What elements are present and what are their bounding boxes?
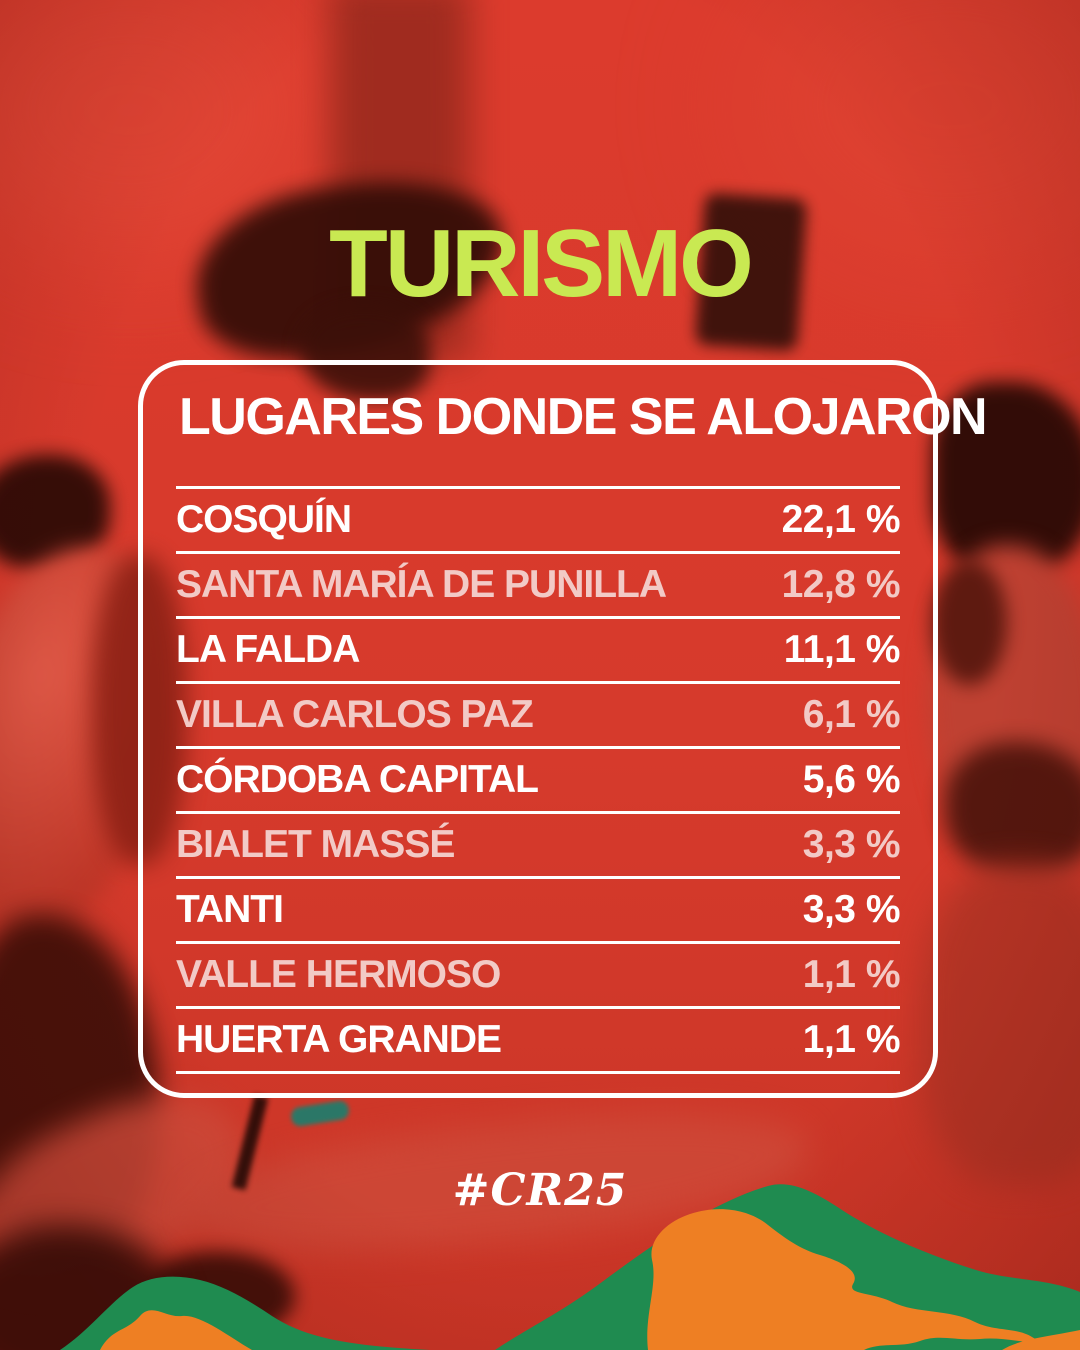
place-percent: 1,1 %	[802, 1018, 901, 1061]
table-row: LA FALDA 11,1 %	[176, 616, 901, 681]
place-name: SANTA MARÍA DE PUNILLA	[176, 563, 667, 606]
man-hair-silhouette	[932, 382, 1080, 577]
table-row: VALLE HERMOSO 1,1 %	[176, 941, 901, 1006]
place-percent: 1,1 %	[802, 953, 901, 996]
mountains-illustration	[60, 1184, 1080, 1350]
table-row: VILLA CARLOS PAZ 6,1 %	[176, 681, 901, 746]
tattoo-arm-silhouette	[945, 742, 1080, 877]
place-percent: 12,8 %	[781, 563, 901, 606]
hashtag-logo: #CR25	[452, 1165, 628, 1216]
table-row: BIALET MASSÉ 3,3 %	[176, 811, 901, 876]
place-name: LA FALDA	[176, 628, 360, 671]
shoulder-silhouette	[920, 865, 1080, 1185]
place-percent: 22,1 %	[781, 498, 901, 541]
table-row: HUERTA GRANDE 1,1 %	[176, 1006, 901, 1071]
place-percent: 3,3 %	[802, 823, 901, 866]
place-name: BIALET MASSÉ	[176, 823, 455, 866]
place-name: CÓRDOBA CAPITAL	[176, 758, 539, 801]
table-row: SANTA MARÍA DE PUNILLA 12,8 %	[176, 551, 901, 616]
lodging-places-card: LUGARES DONDE SE ALOJARON COSQUÍN 22,1 %…	[138, 360, 988, 1098]
place-name: HUERTA GRANDE	[176, 1018, 502, 1061]
table-row: COSQUÍN 22,1 %	[176, 486, 901, 551]
left-mountain-orange-patch	[100, 1310, 252, 1350]
place-name: TANTI	[176, 888, 284, 931]
places-table: COSQUÍN 22,1 % SANTA MARÍA DE PUNILLA 12…	[176, 486, 901, 1074]
bottom-right-orange-streak	[1002, 1330, 1080, 1350]
card-title: LUGARES DONDE SE ALOJARON	[179, 388, 988, 446]
table-row: TANTI 3,3 %	[176, 876, 901, 941]
place-percent: 5,6 %	[802, 758, 901, 801]
place-percent: 11,1 %	[783, 628, 901, 671]
raised-fist-silhouette	[300, 305, 430, 400]
page-title: TURISMO	[329, 210, 754, 317]
place-percent: 6,1 %	[802, 693, 901, 736]
place-name: COSQUÍN	[176, 498, 352, 541]
place-name: VALLE HERMOSO	[176, 953, 501, 996]
place-name: VILLA CARLOS PAZ	[176, 693, 534, 736]
right-mountain-orange-patch	[647, 1209, 1044, 1350]
table-row: CÓRDOBA CAPITAL 5,6 %	[176, 746, 901, 811]
place-percent: 3,3 %	[802, 888, 901, 931]
beard-silhouette	[932, 560, 1007, 685]
